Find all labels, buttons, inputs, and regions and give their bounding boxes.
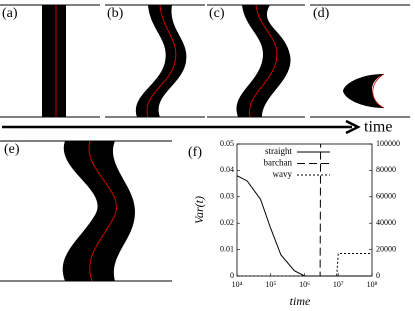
chart: (f) time Var(t) 0 0.01 0.02 0.03 0.04 0.05 0 20… — [188, 139, 400, 308]
y-tick-label: 0 — [230, 271, 234, 280]
panel-d: (d) — [310, 4, 410, 118]
x-tick-label: 10⁷ — [333, 280, 344, 289]
centerline — [146, 4, 177, 118]
y-tick-label: 0.03 — [220, 192, 234, 201]
dune — [62, 141, 136, 281]
time-arrow: time — [2, 119, 392, 136]
y-axis-label: Var(t) — [192, 196, 206, 224]
dune — [135, 5, 187, 117]
panel-label: (f) — [188, 145, 202, 160]
y2-tick-label: 80000 — [376, 165, 396, 174]
y-tick-label: 0.02 — [220, 218, 234, 227]
y2-tick-label: 20000 — [376, 244, 396, 253]
legend-label: wavy — [273, 169, 293, 179]
panel-label: (c) — [209, 6, 225, 21]
y-tick-label: 0.05 — [220, 139, 234, 148]
panel-a: (a) — [0, 4, 100, 118]
y2-tick-label: 40000 — [376, 218, 396, 227]
panel-label: (d) — [313, 6, 330, 21]
panel-label: (a) — [2, 6, 18, 21]
edge — [372, 73, 385, 109]
y2-tick-label: 60000 — [376, 192, 396, 201]
y-tick-label: 0.01 — [220, 244, 234, 253]
centerline — [249, 4, 278, 118]
dune — [42, 5, 66, 117]
panel-e: (e) — [0, 140, 172, 282]
series-line — [237, 253, 372, 277]
panel-b: (b) — [105, 4, 205, 118]
y2-tick-label: 100000 — [376, 139, 400, 148]
panel-label: (b) — [107, 6, 124, 21]
dune — [236, 5, 291, 117]
legend-label: straight — [265, 146, 292, 156]
arrow-head — [345, 119, 361, 135]
centerline — [88, 140, 117, 282]
panel-c: (c) — [207, 4, 305, 118]
x-tick-label: 10⁶ — [299, 280, 310, 289]
x-tick-label: 10⁸ — [367, 280, 378, 289]
series-line — [236, 175, 372, 277]
x-tick-label: 10⁴ — [232, 280, 243, 289]
y-tick-label: 0.04 — [220, 165, 234, 174]
y2-tick-label: 0 — [376, 271, 380, 280]
x-axis-label: time — [290, 294, 311, 308]
x-tick-label: 10⁵ — [265, 280, 276, 289]
panel-label: (e) — [4, 142, 20, 157]
legend-label: barchan — [264, 158, 293, 168]
arrow-label: time — [364, 119, 392, 136]
dune — [343, 74, 384, 108]
